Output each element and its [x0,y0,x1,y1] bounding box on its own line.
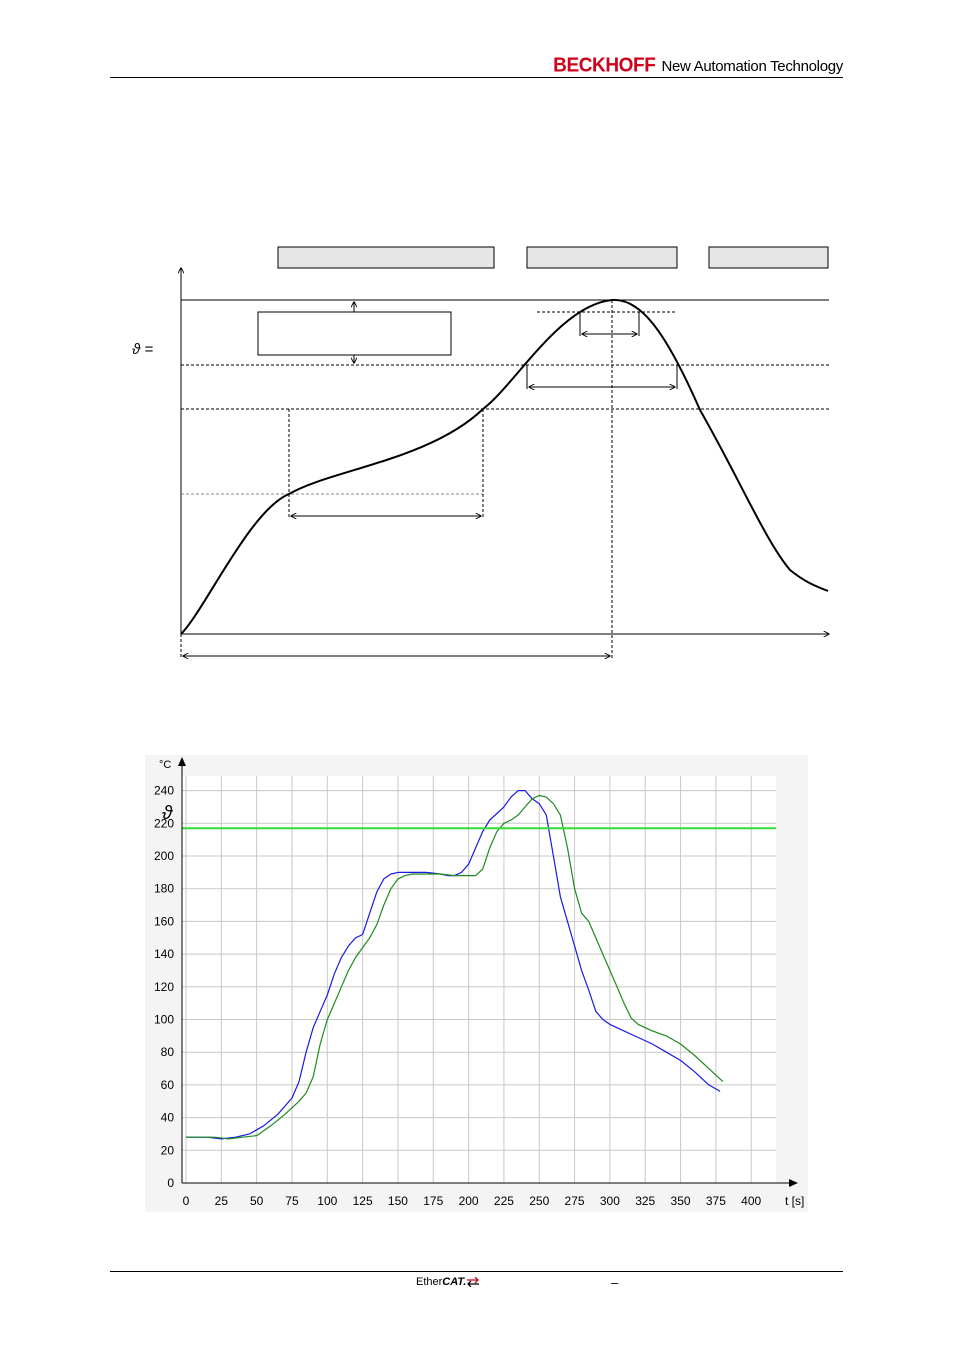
y-tick-label: 0 [167,1176,174,1190]
y-tick-label: 180 [154,882,174,896]
ethercat-logo: Ether CAT. [416,1276,480,1288]
chart-grid [182,776,776,1183]
y-tick-label: 40 [161,1111,175,1125]
x-tick-label: 275 [565,1194,585,1208]
y-tick-label: 80 [161,1045,175,1059]
phase-box-cooling [708,246,829,269]
x-tick-label: 0 [183,1194,190,1208]
y-axis-arrow [178,757,186,766]
reflow-profile-diagram: ϑ = [132,246,954,700]
series-line-2 [186,794,724,1140]
footer-dash: – [611,1275,619,1290]
beckhoff-logo: BECKHOFF New Automation Technology [553,54,843,77]
x-tick-label: 150 [388,1194,408,1208]
x-tick-labels: 0 25 50 75 100 125 150 175 200 225 250 275 300 325 350… [183,1194,762,1208]
x-tick-label: 225 [494,1194,514,1208]
temperature-profile-curve [180,298,829,635]
phase-box-reflow [526,246,678,269]
x-tick-label: 100 [317,1194,337,1208]
x-tick-label: 250 [529,1194,549,1208]
brand-name: BECKHOFF [553,54,656,77]
y-tick-label: 20 [161,1143,175,1157]
phase-box-preheat [277,246,495,269]
x-tick-label: 175 [423,1194,443,1208]
theta-label: ϑ = [132,341,153,358]
x-tick-label: 75 [285,1194,299,1208]
ethercat-arrows-icon [467,1277,480,1287]
temperature-chart: 0 20 40 60 80 100 120 140 160 180 200 220 240 0 25 50 7… [145,755,808,1212]
series-layer [186,790,724,1140]
y-tick-label: 200 [154,849,174,863]
y-tick-label: 160 [154,914,174,928]
y-tick-labels: 0 20 40 60 80 100 120 140 160 180 200 220 240 [154,784,174,1190]
x-tick-label: 125 [353,1194,373,1208]
plot-area [182,776,776,1183]
ethercat-logo-ether: Ether [416,1276,443,1288]
y-tick-label: 100 [154,1013,174,1027]
y-tick-label: 140 [154,947,174,961]
y-tick-label: 60 [161,1078,175,1092]
x-tick-label: 50 [250,1194,264,1208]
y-tick-label: 120 [154,980,174,994]
y-tick-label: 240 [154,784,174,798]
x-axis-arrow [789,1179,798,1187]
x-axis-label: t [s] [785,1194,804,1208]
y-tick-label: 220 [154,816,174,830]
x-tick-label: 400 [741,1194,761,1208]
x-tick-label: 375 [706,1194,726,1208]
footer-rule [110,1271,843,1272]
y-axis-label: °C [159,759,171,771]
x-tick-label: 350 [671,1194,691,1208]
x-tick-label: 200 [459,1194,479,1208]
theta-marker: ϑ [162,803,173,824]
brand-tagline: New Automation Technology [661,58,843,75]
x-tick-label: 25 [215,1194,229,1208]
x-tick-label: 300 [600,1194,620,1208]
delta-annotation-box [257,311,452,356]
header-rule [110,77,843,78]
series-line-1 [186,790,721,1140]
x-tick-label: 325 [635,1194,655,1208]
ethercat-logo-cat: CAT. [442,1276,467,1288]
